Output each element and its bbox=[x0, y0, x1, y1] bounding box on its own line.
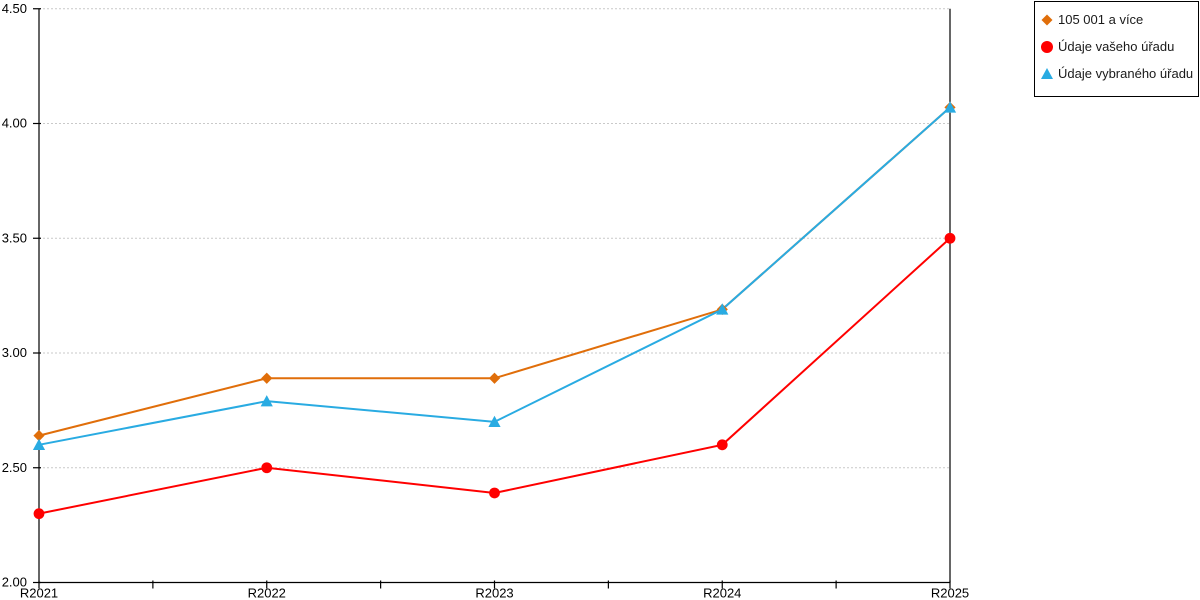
svg-text:R2024: R2024 bbox=[703, 586, 741, 600]
svg-text:R2025: R2025 bbox=[931, 586, 969, 600]
svg-text:R2023: R2023 bbox=[475, 586, 513, 600]
svg-text:3.50: 3.50 bbox=[2, 230, 27, 245]
svg-text:4.50: 4.50 bbox=[2, 1, 27, 16]
svg-text:3.00: 3.00 bbox=[2, 345, 27, 360]
svg-text:R2021: R2021 bbox=[20, 586, 58, 600]
svg-text:R2022: R2022 bbox=[248, 586, 286, 600]
svg-text:2.50: 2.50 bbox=[2, 460, 27, 475]
svg-text:4.00: 4.00 bbox=[2, 116, 27, 131]
